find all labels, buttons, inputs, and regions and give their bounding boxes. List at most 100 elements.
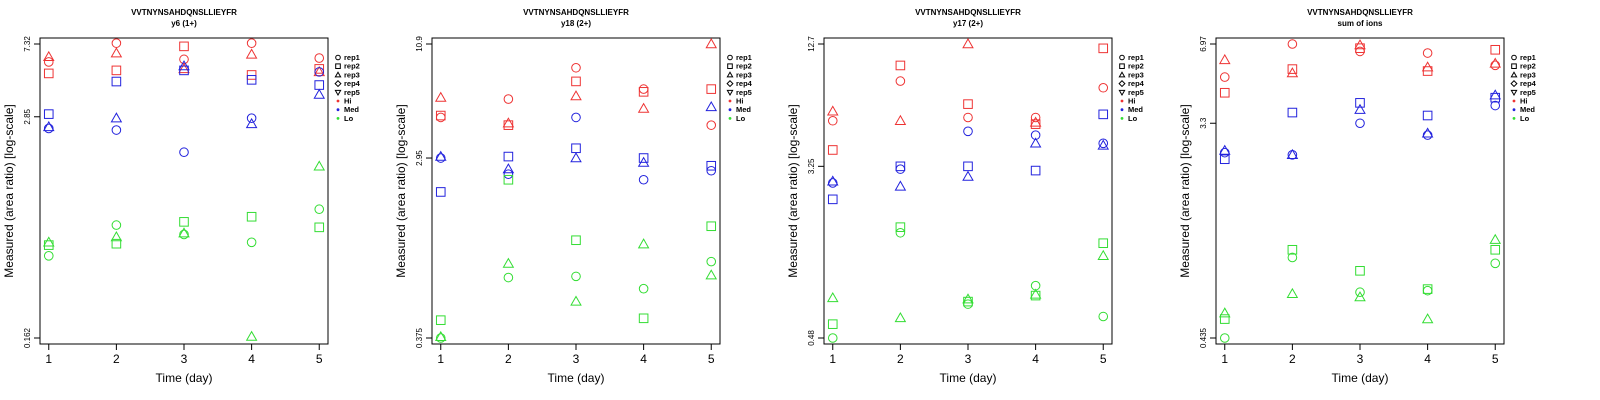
data-point-lo-rep3 [705, 269, 718, 280]
legend-label: rep5 [736, 88, 752, 97]
legend-label: rep1 [736, 53, 752, 62]
y-tick-label: 0.162 [23, 327, 32, 348]
data-point-med-rep3 [110, 112, 123, 123]
data-point-hi-rep3 [894, 114, 907, 125]
data-point-lo-rep2 [895, 222, 906, 232]
legend-symbol-rep1 [335, 54, 341, 61]
data-point-hi-rep3 [826, 105, 839, 116]
y-tick-label: 3.25 [807, 158, 816, 174]
x-tick-label: 4 [640, 352, 647, 366]
chart-title: VVTNYNSAHDQNSLLIEYFR [131, 8, 237, 17]
data-point-lo-rep1 [1355, 287, 1365, 298]
data-point-hi-rep1 [503, 94, 514, 104]
legend-symbol-lo [1512, 117, 1516, 120]
chart-panel-4: VVTNYNSAHDQNSLLIEYFR sum of ions 1 2 3 4 5 0.43… [1178, 8, 1537, 385]
data-point-lo-rep3 [570, 295, 582, 306]
legend-symbol-rep2 [335, 63, 341, 70]
data-point-hi-rep3 [245, 48, 258, 59]
legend-symbol-rep1 [1511, 54, 1517, 61]
x-tick-label: 1 [437, 352, 444, 366]
legend-item: Lo [336, 114, 354, 123]
data-point-lo-rep3 [1286, 287, 1299, 299]
legend-label: Lo [736, 114, 746, 123]
chart-subtitle: y18 (2+) [561, 19, 591, 28]
y-tick-label: 10.9 [415, 36, 424, 52]
data-point-lo-rep2 [571, 235, 581, 246]
legend-item: rep2 [1119, 62, 1144, 71]
data-point-med-rep2 [246, 75, 257, 85]
legend-symbol-rep4 [334, 80, 342, 88]
legend-symbol-lo [1120, 117, 1124, 120]
legend-item: rep5 [726, 88, 752, 97]
data-point-med-rep3 [1286, 148, 1299, 160]
data-point-hi-rep1 [1422, 48, 1433, 58]
x-tick-label: 5 [1100, 352, 1107, 366]
data-point-lo-rep1 [827, 333, 838, 343]
data-point-lo-rep1 [571, 271, 581, 282]
data-point-med-rep1 [179, 147, 189, 158]
data-point-hi-rep2 [963, 99, 973, 109]
legend-label: rep3 [1128, 70, 1144, 79]
legend-item: rep4 [1510, 79, 1537, 88]
data-point-hi-rep1 [179, 54, 189, 65]
legend-label: rep2 [1128, 62, 1144, 71]
y-tick-label: 0.435 [1199, 327, 1208, 348]
data-point-hi-rep2 [1098, 43, 1109, 54]
chart-subtitle: y6 (1+) [171, 19, 197, 28]
data-point-lo-rep1 [179, 229, 189, 240]
legend-item: Lo [1120, 114, 1138, 123]
data-point-hi-rep1 [435, 112, 446, 123]
data-point-hi-rep2 [1490, 44, 1501, 55]
data-point-med-rep2 [1422, 110, 1433, 121]
data-point-med-rep3 [434, 150, 447, 161]
data-point-hi-rep1 [1490, 60, 1501, 71]
legend-item: rep5 [334, 88, 360, 97]
legend-item: Lo [1512, 114, 1530, 123]
legend-symbol-med [1120, 108, 1124, 112]
legend-label: rep3 [1520, 70, 1536, 79]
y-tick-label: 12.7 [807, 36, 816, 52]
legend-symbol-rep1 [727, 54, 733, 61]
data-point-hi-rep3 [313, 65, 326, 77]
legend-item: rep1 [335, 53, 360, 62]
data-point-hi-rep3 [1354, 39, 1366, 50]
data-point-lo-rep3 [826, 291, 839, 303]
data-point-lo-rep1 [1490, 258, 1501, 269]
data-point-med-rep2 [1030, 165, 1041, 176]
data-point-hi-rep1 [1098, 82, 1109, 93]
legend-label: rep5 [1520, 88, 1536, 97]
data-point-lo-rep3 [1097, 249, 1110, 260]
data-point-hi-rep3 [1489, 57, 1502, 68]
legend-item: rep2 [335, 62, 360, 71]
legend-label: rep5 [1128, 88, 1144, 97]
data-point-med-rep3 [894, 180, 907, 191]
data-point-med-rep3 [1097, 139, 1110, 150]
data-point-med-rep2 [1098, 109, 1109, 120]
data-point-lo-rep2 [1355, 266, 1365, 276]
data-point-med-rep1 [314, 67, 325, 77]
y-axis-label: Measured (area ratio) [log-scale] [394, 104, 408, 277]
data-point-hi-rep1 [963, 112, 973, 123]
y-tick-label: 3.3 [1199, 117, 1208, 129]
legend-item: Hi [728, 97, 744, 106]
data-point-med-rep1 [571, 112, 581, 123]
legend-symbol-rep3 [1118, 71, 1126, 78]
legend-label: Med [344, 105, 359, 114]
x-tick-label: 5 [316, 352, 323, 366]
legend-symbol-lo [336, 117, 340, 120]
data-point-med-rep3 [826, 175, 839, 186]
data-point-hi-rep2 [503, 120, 514, 130]
legend-label: rep4 [344, 79, 361, 88]
data-point-hi-rep1 [1219, 72, 1230, 82]
data-point-lo-rep1 [1098, 311, 1109, 322]
legend-label: rep2 [736, 62, 752, 71]
data-point-lo-rep1 [706, 256, 717, 267]
data-point-hi-rep2 [638, 87, 649, 97]
x-tick-label: 3 [965, 352, 972, 366]
data-point-hi-rep2 [43, 68, 54, 79]
data-point-med-rep2 [638, 153, 649, 163]
legend-label: rep1 [1128, 53, 1144, 62]
legend-item: rep1 [1119, 53, 1144, 62]
data-point-lo-rep1 [111, 220, 122, 230]
x-axis-label: Time (day) [548, 371, 605, 385]
